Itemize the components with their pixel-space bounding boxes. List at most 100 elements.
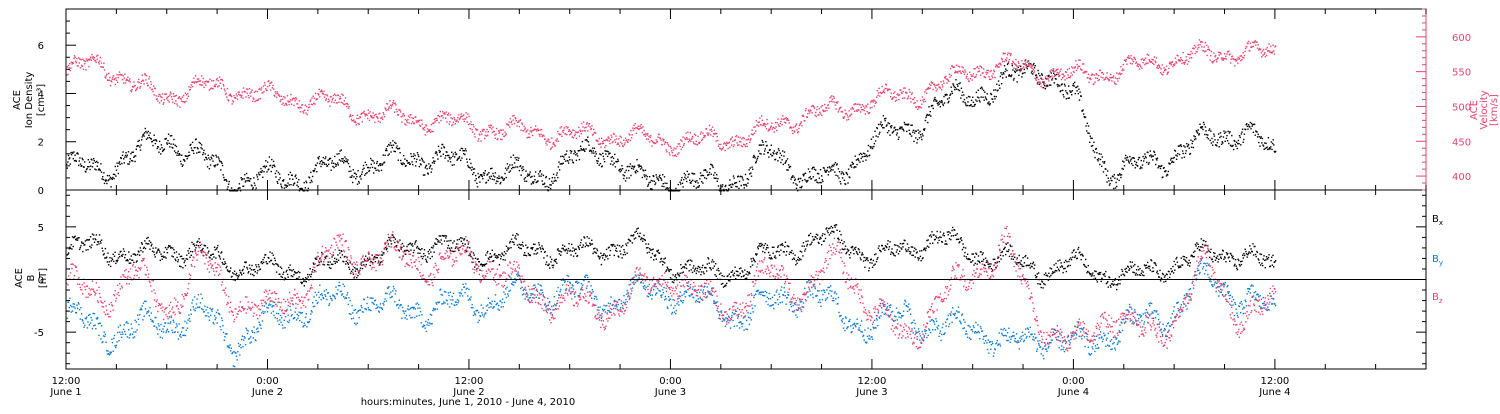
density-series-point <box>1131 157 1133 159</box>
density-series-point <box>160 153 162 155</box>
velocity-series-point <box>811 112 813 114</box>
bx-series-point <box>532 246 534 249</box>
velocity-series-point <box>1116 72 1118 74</box>
density-series-point <box>343 160 345 162</box>
bx-series-point <box>614 245 616 247</box>
bx-series-point <box>261 261 263 263</box>
bx-series-point <box>379 261 382 263</box>
velocity-series-point <box>1051 77 1054 79</box>
velocity-series-point <box>969 77 972 80</box>
velocity-series-point <box>369 111 371 113</box>
density-series-point <box>360 178 362 180</box>
velocity-series-point <box>697 135 699 137</box>
velocity-series-point <box>540 133 542 136</box>
velocity-series-point <box>1154 60 1156 62</box>
bx-series-point <box>143 246 145 249</box>
density-series-point <box>324 157 326 160</box>
bx-series-point <box>221 261 223 264</box>
velocity-series-point <box>1164 69 1166 72</box>
bx-series-point <box>369 264 371 267</box>
density-series-point <box>669 187 671 189</box>
density-series-point <box>1229 131 1231 133</box>
velocity-series-point <box>1110 73 1112 76</box>
velocity-series-point <box>527 129 529 131</box>
bx-series-point <box>330 267 332 270</box>
velocity-series-point <box>619 135 621 137</box>
bx-series-point <box>330 263 333 265</box>
velocity-series-point <box>453 117 455 119</box>
velocity-series-point <box>1171 61 1173 64</box>
velocity-series-point <box>867 103 869 105</box>
bx-series-point <box>573 250 575 252</box>
velocity-series-point <box>546 140 549 142</box>
velocity-series-point <box>1119 73 1121 76</box>
density-series-point <box>154 142 157 145</box>
density-series-point <box>1233 139 1235 142</box>
density-series-point <box>580 147 582 150</box>
velocity-series-point <box>123 77 125 79</box>
density-series-point <box>1202 121 1205 124</box>
velocity-series-point <box>1131 63 1133 65</box>
velocity-series-point <box>703 134 705 137</box>
velocity-series-point <box>816 109 818 111</box>
velocity-series-point <box>157 100 159 102</box>
bx-series-point <box>290 275 293 277</box>
velocity-series-point <box>937 83 940 85</box>
bx-series-point <box>108 261 110 263</box>
bx-series-point <box>179 255 182 258</box>
velocity-series-point <box>610 134 612 136</box>
velocity-series-point <box>1013 67 1015 69</box>
density-series-point <box>957 89 960 91</box>
density-series-point <box>1076 90 1078 92</box>
density-series-point <box>1198 134 1200 136</box>
velocity-series-point <box>735 134 738 137</box>
density-series-point <box>346 161 348 163</box>
bx-series-point <box>576 254 579 257</box>
velocity-series-point <box>251 100 254 102</box>
bx-series-point <box>355 268 357 270</box>
velocity-series-point <box>1189 53 1192 56</box>
velocity-series-point <box>751 129 753 131</box>
velocity-series-point <box>66 74 68 76</box>
density-series-point <box>1087 125 1090 127</box>
velocity-series-point <box>1174 63 1176 65</box>
density-series-point <box>245 180 247 182</box>
velocity-series-point <box>308 106 311 108</box>
velocity-series-point <box>134 84 136 87</box>
density-series-point <box>710 163 712 166</box>
bx-series-point <box>121 255 123 257</box>
density-series-point <box>120 156 122 159</box>
velocity-series-point <box>692 141 694 143</box>
bx-series-point <box>73 236 76 238</box>
velocity-series-point <box>1262 48 1265 51</box>
velocity-series-point <box>525 130 528 132</box>
density-series-point <box>454 151 456 154</box>
velocity-series-point <box>455 120 458 122</box>
bx-series-point <box>560 251 563 253</box>
velocity-series-point <box>512 115 514 117</box>
density-series-point <box>271 166 274 169</box>
velocity-series-point <box>441 115 443 117</box>
bx-series-point <box>99 240 101 243</box>
density-series-point <box>874 130 876 132</box>
bx-series-point <box>651 252 654 255</box>
density-series-point <box>564 160 567 162</box>
density-series-point <box>831 164 834 167</box>
bx-series-point <box>264 254 267 256</box>
velocity-series-point <box>877 92 880 94</box>
velocity-series-point <box>88 59 91 61</box>
velocity-series-point <box>893 96 895 98</box>
density-series-point <box>978 97 980 99</box>
velocity-series-point <box>1219 52 1222 54</box>
bx-series-point <box>115 259 118 262</box>
bx-series-point <box>426 261 428 263</box>
velocity-series-point <box>227 98 229 101</box>
velocity-series-point <box>479 134 481 136</box>
velocity-series-point <box>99 60 101 62</box>
velocity-series-point <box>713 129 715 131</box>
bx-series-point <box>449 249 451 251</box>
density-series-point <box>978 99 981 102</box>
density-series-point <box>994 98 996 100</box>
bx-series-point <box>620 246 623 248</box>
velocity-series-point <box>1125 58 1127 61</box>
